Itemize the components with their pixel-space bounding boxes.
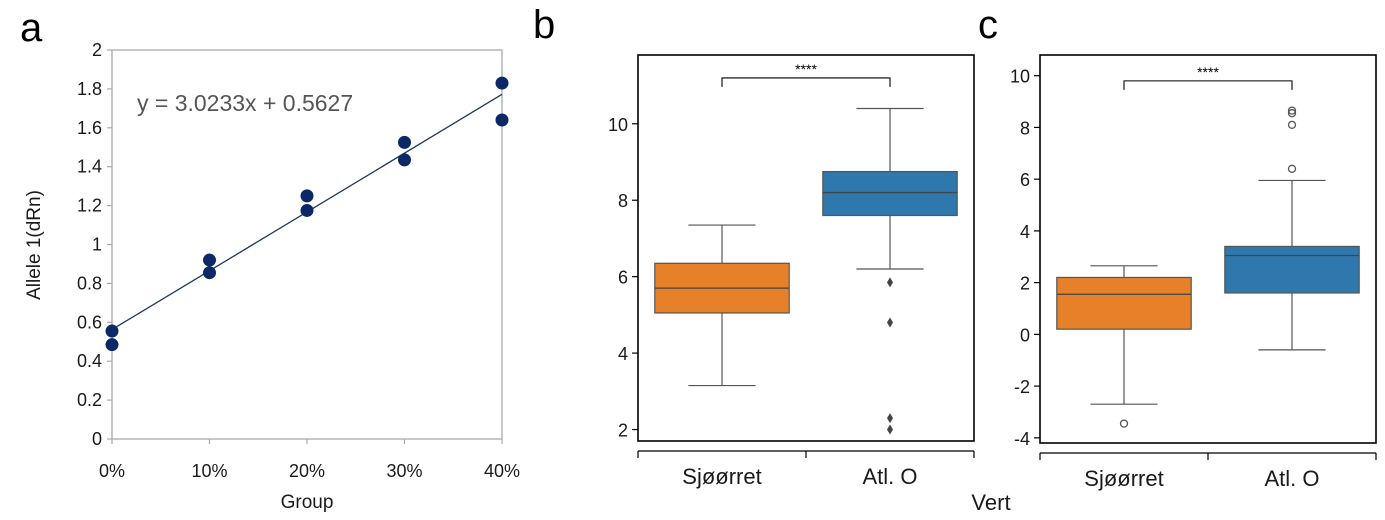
panel-b-boxes <box>654 107 958 435</box>
panel-a-data-point <box>300 189 314 203</box>
panel-c-xtick-label: Sjøørret <box>1084 466 1163 491</box>
panel-a-ytick-label: 1.4 <box>77 157 102 177</box>
panel-a-xtick-label: 40% <box>484 461 520 481</box>
panel-a-xlabel: Group <box>281 492 334 513</box>
panel-a-xtick-label: 0% <box>99 461 125 481</box>
panel-label-a: a <box>20 6 43 50</box>
panel-b-ytick-label: 6 <box>618 268 628 288</box>
panel-c-ticks: -4 -2 0 2 4 6 8 10 Sjøørret Atl. O <box>1010 67 1377 491</box>
panel-c-outlier-point <box>1287 106 1297 115</box>
panel-a-ytick-label: 2 <box>92 40 102 60</box>
panel-c-box <box>1056 276 1192 330</box>
panel-c-outlier-point <box>1287 109 1297 118</box>
panel-a-ytick-label: 0.8 <box>77 273 102 293</box>
panel-b-xtick-label: Atl. O <box>862 464 917 489</box>
panel-c-significance-label: **** <box>1197 64 1219 80</box>
panel-a-equation: y = 3.0233x + 0.5627 <box>137 90 353 116</box>
panel-a-data-point <box>203 253 216 267</box>
panel-a-data-point <box>495 76 509 90</box>
panel-a-xtick-label: 30% <box>386 461 422 481</box>
panel-b-outlier-point <box>887 317 893 328</box>
panel-b-ticks: 2 4 6 8 10 Sjøørret Atl. O <box>608 115 975 489</box>
panel-a-ytick-label: 1.2 <box>77 196 102 216</box>
panel-c-xtick-label: Atl. O <box>1264 466 1319 491</box>
panel-b-outlier-point <box>887 413 893 424</box>
panel-label-b: b <box>533 3 555 47</box>
panel-a-ylabel: Allele 1(dRn) <box>24 190 45 300</box>
panel-c-outlier-point <box>1287 164 1297 173</box>
panel-a-points <box>105 76 509 352</box>
panel-c-significance-bracket <box>1123 80 1293 90</box>
panel-b-box-chart: 2 4 6 8 10 Sjøørret Atl. O **** <box>608 54 975 489</box>
panel-a-ytick-label: 1.8 <box>77 79 102 99</box>
panel-c-ytick-label: 8 <box>1020 118 1030 138</box>
panel-label-c: c <box>978 3 998 47</box>
panel-a-ytick-label: 0.2 <box>77 390 102 410</box>
panel-c-ytick-label: -4 <box>1014 429 1030 449</box>
panel-b-box <box>822 170 958 217</box>
panel-b-ytick-label: 4 <box>618 344 628 364</box>
panel-b-ytick-label: 2 <box>618 421 628 441</box>
panel-b-significance-label: **** <box>795 61 817 77</box>
panel-a-data-point <box>300 203 314 217</box>
panel-c-ytick-label: 2 <box>1020 274 1030 294</box>
panel-a-ytick-label: 1 <box>92 235 102 255</box>
panel-a-ytick-label: 0.4 <box>77 351 102 371</box>
panel-a-ytick-label: 0.6 <box>77 312 102 332</box>
panel-b-plot-frame <box>637 54 975 442</box>
panel-c-ytick-label: 4 <box>1020 222 1030 242</box>
panel-c-ytick-label: -2 <box>1014 377 1030 397</box>
panel-a-data-point <box>105 324 119 338</box>
panel-b-ytick-label: 8 <box>618 191 628 211</box>
panel-c-significance: **** <box>1123 64 1293 90</box>
shared-xlabel: Vert <box>971 490 1010 515</box>
panel-a-data-point <box>105 338 119 352</box>
panel-b-significance-bracket <box>721 77 891 87</box>
panel-a-ytick-label: 0 <box>92 429 102 449</box>
panel-a-data-point <box>495 113 509 127</box>
panel-b-ytick-label: 10 <box>608 115 628 135</box>
panel-c-outlier-point <box>1119 419 1129 428</box>
panel-a-scatter-chart: 00.20.40.60.811.21.41.61.820% 10% 20% 30% 40… <box>24 40 520 513</box>
panel-a-ticks: 00.20.40.60.811.21.41.61.820% 10% 20% 30% 40… <box>77 40 520 481</box>
panel-b-significance: **** <box>721 61 891 87</box>
panel-c-plot-frame <box>1039 54 1377 444</box>
panel-c-outlier-point <box>1287 120 1297 129</box>
panel-a-data-point <box>398 135 411 149</box>
panel-b-xtick-label: Sjøørret <box>682 464 761 489</box>
panel-a-xtick-label: 20% <box>289 461 325 481</box>
panel-c-ytick-label: 0 <box>1020 325 1030 345</box>
panel-b-outlier-point <box>887 424 893 435</box>
panel-c-box-chart: -4 -2 0 2 4 6 8 10 Sjøørret Atl. O **** <box>1010 54 1377 491</box>
panel-a-xtick-label: 10% <box>191 461 227 481</box>
panel-a-ytick-label: 1.6 <box>77 118 102 138</box>
panel-c-ytick-label: 10 <box>1010 67 1030 87</box>
panel-a-data-point <box>203 266 216 280</box>
panel-b-outlier-point <box>887 277 893 288</box>
panel-c-box <box>1224 245 1360 294</box>
panel-a-data-point <box>398 153 411 167</box>
panel-c-ytick-label: 6 <box>1020 170 1030 190</box>
panel-c-boxes <box>1056 106 1360 428</box>
